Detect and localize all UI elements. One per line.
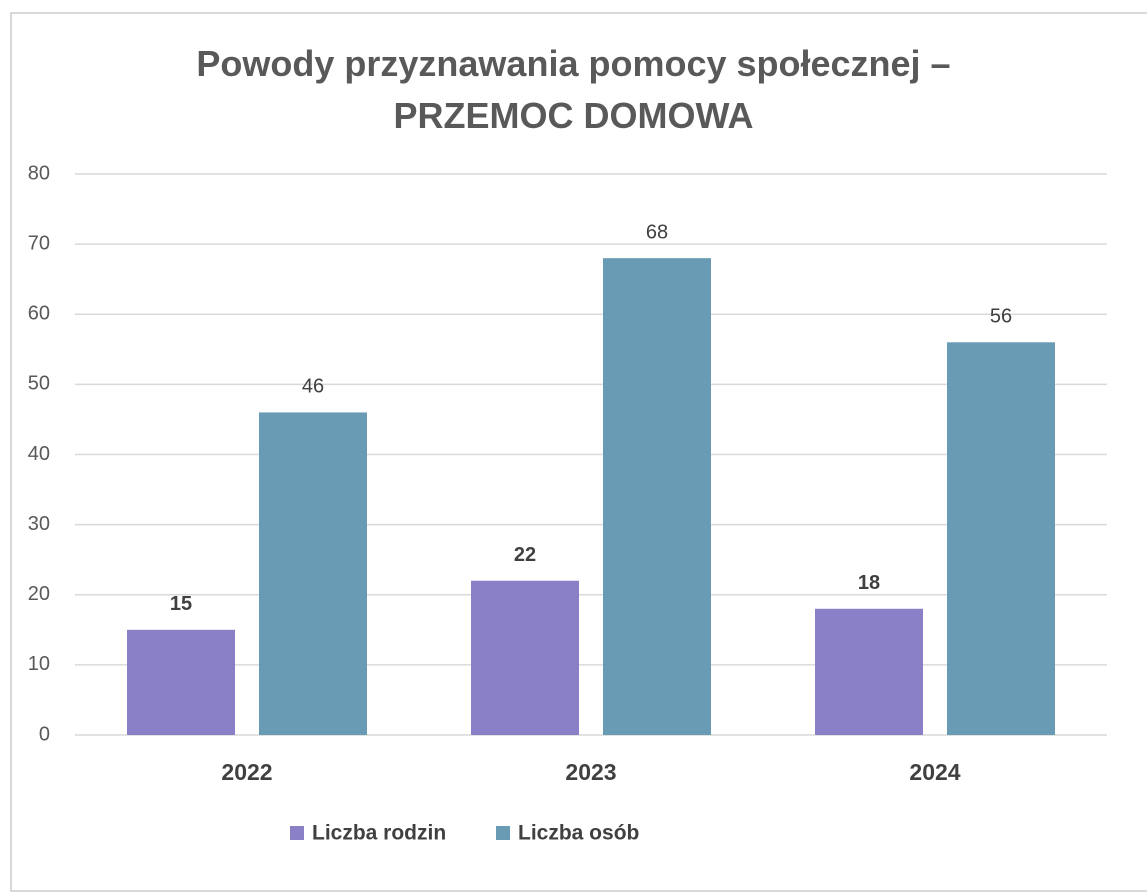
y-tick-label: 50: [28, 373, 50, 395]
y-tick-label: 80: [28, 162, 50, 184]
y-tick-label: 70: [28, 232, 50, 254]
x-tick-label: 2023: [565, 759, 616, 785]
legend-swatch: [496, 826, 510, 840]
data-label: 68: [646, 221, 668, 243]
chart-title: Powody przyznawania pomocy społecznej – …: [196, 43, 951, 136]
y-tick-label: 30: [28, 513, 50, 535]
y-tick-label: 40: [28, 443, 50, 465]
bar: [471, 580, 579, 735]
data-label: 18: [858, 572, 880, 594]
legend-label: Liczba osób: [518, 822, 639, 845]
x-tick-label: 2022: [221, 759, 272, 785]
y-tick-label: 10: [28, 653, 50, 675]
y-tick-label: 20: [28, 583, 50, 605]
bar: [603, 258, 711, 735]
x-tick-label: 2024: [909, 759, 960, 785]
y-tick-label: 0: [39, 723, 50, 745]
data-label: 22: [514, 544, 536, 566]
bar: [259, 412, 367, 735]
bar: [127, 629, 235, 735]
data-label: 46: [302, 376, 324, 398]
bar: [815, 608, 923, 735]
data-label: 56: [990, 306, 1012, 328]
legend-label: Liczba rodzin: [312, 822, 446, 845]
bar: [947, 342, 1055, 735]
title-box: Powody przyznawania pomocy społecznej – …: [0, 38, 1147, 142]
legend-swatch: [290, 826, 304, 840]
y-tick-label: 60: [28, 303, 50, 325]
data-label: 15: [170, 593, 192, 615]
